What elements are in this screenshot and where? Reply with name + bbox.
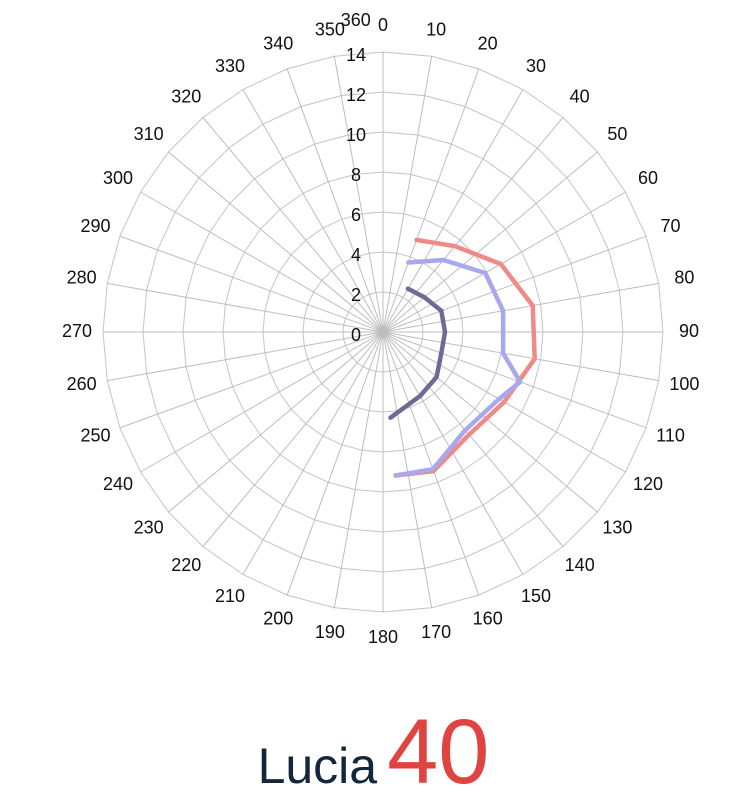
series-line-1 <box>393 237 537 478</box>
angle-label: 300 <box>103 168 133 188</box>
angle-label: 0 <box>378 15 388 35</box>
grid-spoke <box>119 331 384 429</box>
angle-label: 150 <box>521 586 551 606</box>
angle-label: 350 <box>315 19 345 39</box>
angle-label: 260 <box>67 374 97 394</box>
grid-spoke <box>382 117 564 333</box>
angle-label: 320 <box>171 86 201 106</box>
polar-grid <box>102 51 664 613</box>
grid-spoke <box>119 235 384 333</box>
grid-spoke <box>382 68 480 333</box>
angle-label: 270 <box>62 321 92 341</box>
angle-label: 200 <box>263 608 293 628</box>
angle-label: 280 <box>67 268 97 288</box>
angle-label: 110 <box>656 425 685 445</box>
radial-tick-label: 2 <box>351 285 361 305</box>
grid-spoke <box>202 117 384 333</box>
radial-tick-label: 12 <box>346 85 366 105</box>
grid-spoke <box>107 282 384 333</box>
angle-label: 220 <box>171 555 201 575</box>
angle-label: 210 <box>215 586 245 606</box>
angle-label: 330 <box>215 56 245 76</box>
grid-spoke <box>242 89 384 333</box>
grid-spoke <box>168 151 384 333</box>
grid-spoke <box>382 331 433 608</box>
series-group <box>388 237 537 478</box>
grid-spoke <box>382 282 659 333</box>
angle-label: 90 <box>679 321 699 341</box>
angle-label: 160 <box>473 608 503 628</box>
grid-spoke <box>140 191 384 333</box>
series-line-3 <box>388 286 448 420</box>
series-line-2 <box>393 257 523 478</box>
grid-spoke <box>382 56 433 333</box>
angle-label: 30 <box>526 56 546 76</box>
angle-label: 180 <box>368 627 398 647</box>
radial-tick-label: 10 <box>346 125 366 145</box>
grid-spoke <box>382 89 524 333</box>
angle-label: 60 <box>638 168 658 188</box>
angle-label: 120 <box>633 474 663 494</box>
angle-label: 310 <box>134 124 164 144</box>
grid-spoke <box>382 331 480 596</box>
angle-label: 230 <box>134 517 164 537</box>
angle-labels: 0 102030405060708090100110120130140150160… <box>62 10 699 647</box>
grid-spoke <box>107 331 384 382</box>
caption: Lucia 40 <box>0 700 747 805</box>
grid-spoke <box>382 331 598 513</box>
grid-spoke <box>382 191 626 333</box>
angle-label: 360 <box>341 10 371 30</box>
grid-spoke <box>382 331 659 382</box>
angle-label: 340 <box>263 33 293 53</box>
polar-chart: 0 102030405060708090100110120130140150160… <box>62 10 699 647</box>
angle-label: 130 <box>602 517 632 537</box>
caption-number: 40 <box>387 701 490 803</box>
grid-spoke <box>333 331 384 608</box>
grid-spoke <box>333 56 384 333</box>
angle-label: 40 <box>570 86 590 106</box>
grid-spoke <box>286 331 384 596</box>
radial-tick-label: 6 <box>351 205 361 225</box>
radial-tick-label: 14 <box>346 45 366 65</box>
angle-label: 250 <box>80 425 110 445</box>
radial-tick-label: 4 <box>351 245 361 265</box>
caption-name: Lucia <box>257 738 378 794</box>
angle-label: 190 <box>315 622 345 642</box>
radial-labels: 0 2 4 6 8 10 12 14 <box>346 45 366 345</box>
angle-label: 100 <box>669 374 699 394</box>
grid-spoke <box>168 331 384 513</box>
angle-label: 50 <box>607 124 627 144</box>
angle-label: 80 <box>674 268 694 288</box>
grid-spoke <box>382 331 647 429</box>
angle-label: 10 <box>426 19 446 39</box>
angle-label: 70 <box>660 216 680 236</box>
radial-tick-label: 0 <box>351 325 361 345</box>
grid-spoke <box>140 331 384 473</box>
angle-label: 20 <box>478 33 498 53</box>
grid-spoke <box>382 331 564 547</box>
grid-spoke <box>382 151 598 333</box>
angle-label: 290 <box>80 216 110 236</box>
grid-spoke <box>286 68 384 333</box>
angle-label: 140 <box>565 555 595 575</box>
angle-label: 240 <box>103 474 133 494</box>
grid-spoke <box>242 331 384 575</box>
radial-tick-label: 8 <box>351 165 361 185</box>
grid-spoke <box>202 331 384 547</box>
angle-label: 170 <box>421 622 451 642</box>
